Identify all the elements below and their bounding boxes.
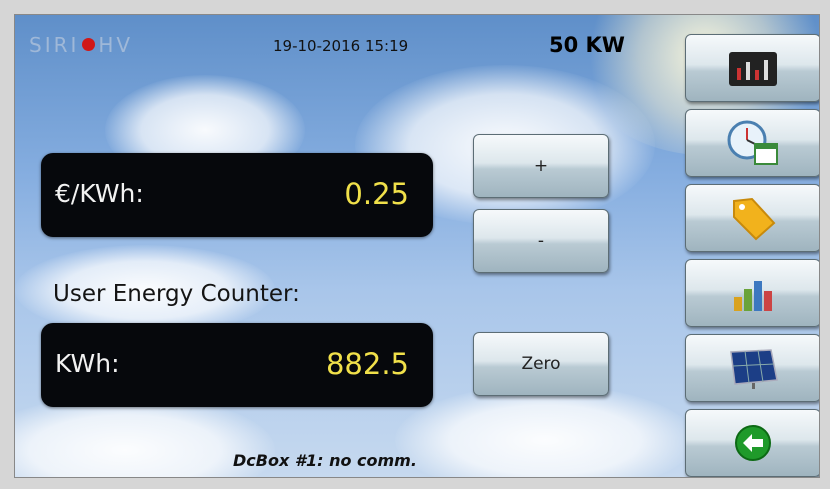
icon — [729, 52, 777, 86]
minus-button[interactable]: - — [473, 209, 609, 273]
screen: SIRI HV 19-10-2016 15:19 50 KW €/KWh: 0.2… — [14, 14, 820, 478]
brand-right: HV — [98, 33, 134, 57]
brand-dot — [82, 38, 96, 51]
stats-button[interactable] — [685, 259, 819, 327]
cloud — [395, 385, 695, 477]
status-message: DcBox #1: no comm. — [233, 451, 417, 470]
back-button[interactable] — [685, 409, 819, 477]
counter-panel: KWh: 882.5 — [41, 323, 433, 407]
icon — [733, 197, 776, 241]
icon — [734, 281, 772, 311]
icon — [735, 425, 771, 461]
solar-button[interactable] — [685, 334, 819, 402]
price-label: €/KWh: — [55, 179, 144, 208]
counter-title: User Energy Counter: — [53, 281, 300, 307]
zero-button[interactable]: Zero — [473, 332, 609, 396]
icon — [727, 120, 778, 165]
datetime: 19-10-2016 15:19 — [273, 37, 409, 55]
counter-value: 882.5 — [325, 347, 409, 381]
chart-button[interactable] — [685, 34, 819, 102]
brand-left: SIRI — [29, 33, 80, 57]
icon — [730, 349, 778, 389]
tariff-button[interactable] — [685, 184, 819, 252]
brand-logo: SIRI HV — [29, 33, 133, 57]
counter-label: KWh: — [55, 349, 120, 378]
plus-button[interactable]: + — [473, 134, 609, 198]
price-panel: €/KWh: 0.25 — [41, 153, 433, 237]
power: 50 KW — [549, 33, 625, 57]
clock-button[interactable] — [685, 109, 819, 177]
cloud — [15, 245, 275, 335]
price-value: 0.25 — [344, 177, 409, 211]
